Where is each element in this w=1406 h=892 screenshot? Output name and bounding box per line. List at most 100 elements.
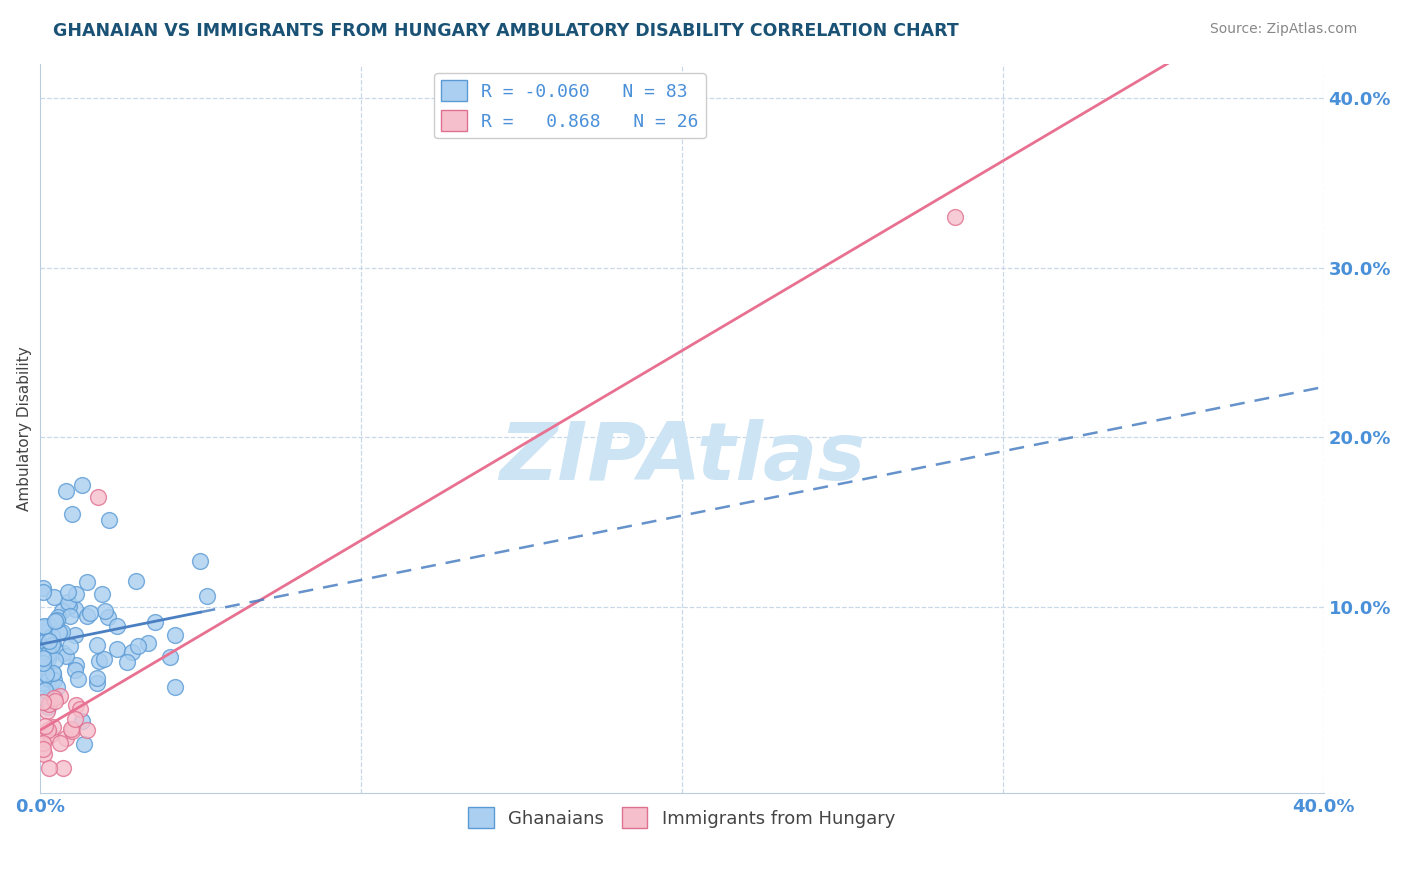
Point <box>76 723 98 737</box>
Point <box>86 671 108 685</box>
Point <box>32 625 55 640</box>
Point <box>34 652 56 666</box>
Point <box>52 646 75 660</box>
Point <box>63 628 86 642</box>
Point <box>65 657 87 672</box>
Point <box>89 655 111 669</box>
Point <box>35 693 58 707</box>
Point <box>41 666 63 681</box>
Point <box>97 513 120 527</box>
Point <box>42 666 65 681</box>
Point <box>32 620 55 634</box>
Legend: Ghanaians, Immigrants from Hungary: Ghanaians, Immigrants from Hungary <box>461 800 903 836</box>
Point <box>42 690 65 705</box>
Point <box>107 641 129 656</box>
Point <box>163 681 186 695</box>
Point <box>32 582 55 596</box>
Point <box>51 604 73 618</box>
Point <box>87 490 110 504</box>
Point <box>35 667 58 681</box>
Point <box>41 638 63 652</box>
Point <box>93 652 115 666</box>
Point <box>86 638 108 652</box>
Point <box>190 554 212 568</box>
Point <box>60 507 83 521</box>
Point <box>32 584 55 599</box>
Text: Source: ZipAtlas.com: Source: ZipAtlas.com <box>1209 22 1357 37</box>
Point <box>48 624 70 639</box>
Point <box>38 698 60 712</box>
Point <box>35 704 58 718</box>
Point <box>943 210 966 224</box>
Point <box>37 652 59 666</box>
Point <box>46 681 69 695</box>
Point <box>76 608 98 623</box>
Point <box>32 656 55 670</box>
Point <box>115 655 138 669</box>
Point <box>70 714 93 728</box>
Point <box>79 606 101 620</box>
Point <box>97 610 120 624</box>
Point <box>66 672 89 686</box>
Point <box>32 747 55 761</box>
Point <box>60 723 83 738</box>
Point <box>55 484 77 499</box>
Point <box>51 624 73 639</box>
Point <box>94 604 117 618</box>
Point <box>56 594 79 608</box>
Point <box>38 761 60 775</box>
Point <box>44 615 66 629</box>
Point <box>136 636 159 650</box>
Point <box>38 618 60 632</box>
Point <box>55 731 77 745</box>
Point <box>58 599 80 613</box>
Point <box>34 682 56 697</box>
Point <box>143 615 166 629</box>
Point <box>65 601 87 615</box>
Point <box>42 637 65 651</box>
Point <box>32 730 55 744</box>
Point <box>49 736 72 750</box>
Point <box>39 728 62 742</box>
Point <box>46 613 69 627</box>
Point <box>59 639 82 653</box>
Point <box>38 634 60 648</box>
Text: ZIPAtlas: ZIPAtlas <box>499 419 865 497</box>
Point <box>125 574 148 589</box>
Point <box>37 723 59 737</box>
Point <box>105 619 128 633</box>
Point <box>44 653 66 667</box>
Point <box>37 699 59 714</box>
Point <box>32 658 55 673</box>
Point <box>46 609 69 624</box>
Point <box>70 477 93 491</box>
Point <box>65 587 87 601</box>
Point <box>44 673 66 687</box>
Point <box>91 587 114 601</box>
Point <box>195 589 218 603</box>
Point <box>42 720 65 734</box>
Point <box>58 585 80 599</box>
Point <box>41 629 63 643</box>
Point <box>49 689 72 703</box>
Point <box>32 736 55 750</box>
Point <box>37 647 59 661</box>
Point <box>127 640 149 654</box>
Point <box>32 676 55 690</box>
Point <box>65 698 87 712</box>
Point <box>60 722 83 736</box>
Point <box>86 675 108 690</box>
Point <box>59 609 82 624</box>
Point <box>42 690 65 705</box>
Point <box>42 590 65 604</box>
Point <box>73 737 96 751</box>
Point <box>52 761 75 775</box>
Point <box>37 631 59 645</box>
Point <box>159 649 181 664</box>
Point <box>63 663 86 677</box>
Point <box>38 672 60 686</box>
Point <box>69 701 91 715</box>
Point <box>32 648 55 662</box>
Point <box>32 619 55 633</box>
Point <box>32 695 55 709</box>
